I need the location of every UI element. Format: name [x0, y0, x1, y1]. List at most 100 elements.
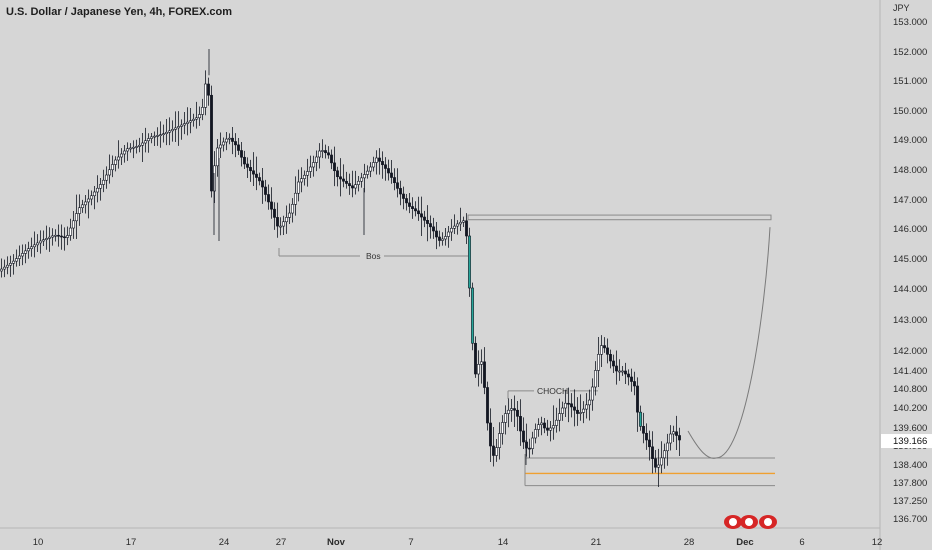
tradingview-badges[interactable] — [724, 515, 777, 529]
candle-body — [438, 236, 441, 241]
candle-body — [138, 144, 141, 147]
price-tick-label: 137.250 — [893, 496, 927, 507]
candle-body — [150, 136, 153, 139]
bos-label: Bos — [366, 251, 381, 261]
candle-body — [237, 144, 240, 151]
candle-body — [567, 402, 570, 405]
candle-body — [618, 370, 621, 373]
candle-body — [210, 94, 213, 192]
candle-body — [54, 234, 57, 237]
candle-body — [327, 152, 330, 156]
candle-body — [102, 179, 105, 185]
candle-body — [213, 165, 216, 192]
candle-body — [597, 354, 600, 371]
candle-body — [84, 201, 87, 206]
candle-body — [546, 427, 549, 431]
candle-body — [144, 140, 147, 144]
candle-body — [477, 364, 480, 375]
time-tick-label: 17 — [126, 537, 137, 548]
price-unit-label: JPY — [893, 3, 910, 13]
time-tick-label: 7 — [408, 537, 413, 548]
candle-body — [324, 150, 327, 154]
candle-body — [657, 464, 660, 468]
candle-body — [363, 174, 366, 179]
candle-body — [579, 412, 582, 414]
candle-body — [6, 264, 9, 268]
flag-badge-icon[interactable] — [740, 515, 758, 529]
time-tick-label: 21 — [591, 537, 602, 548]
candle-body — [159, 134, 162, 136]
candle-body — [549, 427, 552, 431]
candle-body — [501, 422, 504, 434]
candle-body — [114, 159, 117, 165]
flag-badge-icon[interactable] — [724, 515, 742, 529]
time-tick-label: Dec — [736, 537, 753, 548]
candle-body — [312, 162, 315, 168]
candle-body — [105, 174, 108, 181]
bos-label-bg — [360, 251, 384, 261]
candle-body — [156, 135, 159, 137]
candle-body — [81, 204, 84, 209]
candle-body — [141, 142, 144, 146]
candle-body — [207, 83, 210, 96]
candle-body — [69, 227, 72, 236]
price-tick-label: 147.000 — [893, 195, 927, 206]
price-tick-label: 142.000 — [893, 346, 927, 357]
candle-body — [225, 138, 228, 143]
candle-body — [573, 406, 576, 411]
candle-body — [453, 225, 456, 229]
candle-body — [603, 345, 606, 349]
candle-body — [561, 407, 564, 414]
candle-body — [663, 450, 666, 459]
candle-body — [153, 135, 156, 138]
time-axis[interactable]: 10 17 24 27 Nov 7 14 21 28 Dec 6 12 — [33, 537, 883, 548]
candle-body — [411, 206, 414, 209]
candle-body — [66, 235, 69, 238]
price-axis[interactable]: 153.000 152.000 151.000 150.000 149.000 148.0… — [893, 17, 927, 525]
candle-body — [234, 141, 237, 146]
candle-body — [564, 402, 567, 409]
candle-body — [345, 180, 348, 184]
price-tick-label: 141.400 — [893, 366, 927, 377]
candle-body — [450, 227, 453, 233]
candle-body — [519, 416, 522, 432]
candle-body — [189, 120, 192, 123]
candle-body — [9, 262, 12, 266]
price-tick-label: 140.800 — [893, 384, 927, 395]
candle-body — [360, 177, 363, 182]
candle-body — [300, 178, 303, 183]
candle-body — [651, 446, 654, 459]
candle-body — [48, 236, 51, 239]
flag-badge-icon[interactable] — [759, 515, 777, 529]
candle-body — [351, 185, 354, 189]
last-price-label: 139.166 — [893, 436, 927, 447]
candle-body — [231, 137, 234, 142]
candle-body — [303, 174, 306, 179]
candle-body — [492, 445, 495, 456]
candle-body — [192, 118, 195, 121]
candle-body — [198, 114, 201, 119]
candle-body — [606, 347, 609, 355]
candle-body — [330, 154, 333, 164]
time-tick-label: 10 — [33, 537, 44, 548]
candle-body — [639, 411, 642, 427]
candle-body — [321, 150, 324, 152]
candle-body — [147, 138, 150, 142]
candle-body — [216, 147, 219, 167]
candle-body — [348, 183, 351, 187]
candle-body — [171, 129, 174, 132]
candle-body — [132, 146, 135, 149]
candle-body — [372, 162, 375, 168]
candle-body — [267, 194, 270, 203]
candle-body — [555, 419, 558, 426]
candle-body — [3, 266, 6, 270]
candle-body — [240, 150, 243, 158]
candle-body — [429, 223, 432, 228]
candle-body — [12, 260, 15, 264]
candle-body — [333, 162, 336, 172]
candle-body — [471, 287, 474, 344]
candle-body — [465, 220, 468, 237]
candle-body — [60, 235, 63, 238]
time-tick-label: 12 — [872, 537, 883, 548]
